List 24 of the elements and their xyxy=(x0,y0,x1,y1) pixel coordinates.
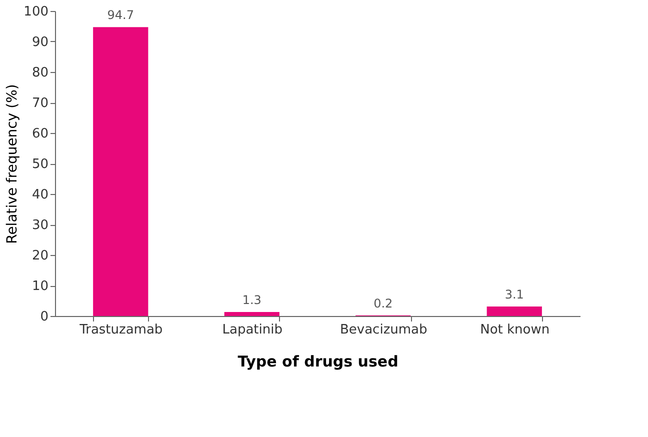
x-tick-label: Not known xyxy=(480,322,550,338)
y-tick-label: 90 xyxy=(32,35,48,50)
y-tick-label: 40 xyxy=(32,188,48,202)
x-tick-label: Trastuzamab xyxy=(78,322,163,338)
y-tick-label: 60 xyxy=(32,126,48,142)
data-label: 1.3 xyxy=(242,293,262,308)
bar xyxy=(224,312,280,316)
bar xyxy=(93,27,148,316)
data-label: 0.2 xyxy=(374,296,393,310)
y-axis-title: Relative frequency (%) xyxy=(4,84,21,244)
y-tick-label: 20 xyxy=(32,248,48,264)
y-tick-label: 70 xyxy=(32,96,48,111)
x-tick-label: Lapatinib xyxy=(222,322,282,338)
y-tick-label: 30 xyxy=(32,218,48,233)
y-tick-label: 0 xyxy=(40,310,48,324)
y-tick-label: 50 xyxy=(32,157,48,172)
data-label: 94.7 xyxy=(107,8,134,22)
y-tick-label: 10 xyxy=(32,279,48,294)
y-tick-label: 100 xyxy=(24,4,48,20)
x-axis-title: Type of drugs used xyxy=(238,352,398,370)
y-tick-label: 80 xyxy=(32,66,48,80)
x-tick-label: Bevacizumab xyxy=(340,322,428,338)
data-label: 3.1 xyxy=(504,288,524,302)
bar xyxy=(486,306,542,316)
